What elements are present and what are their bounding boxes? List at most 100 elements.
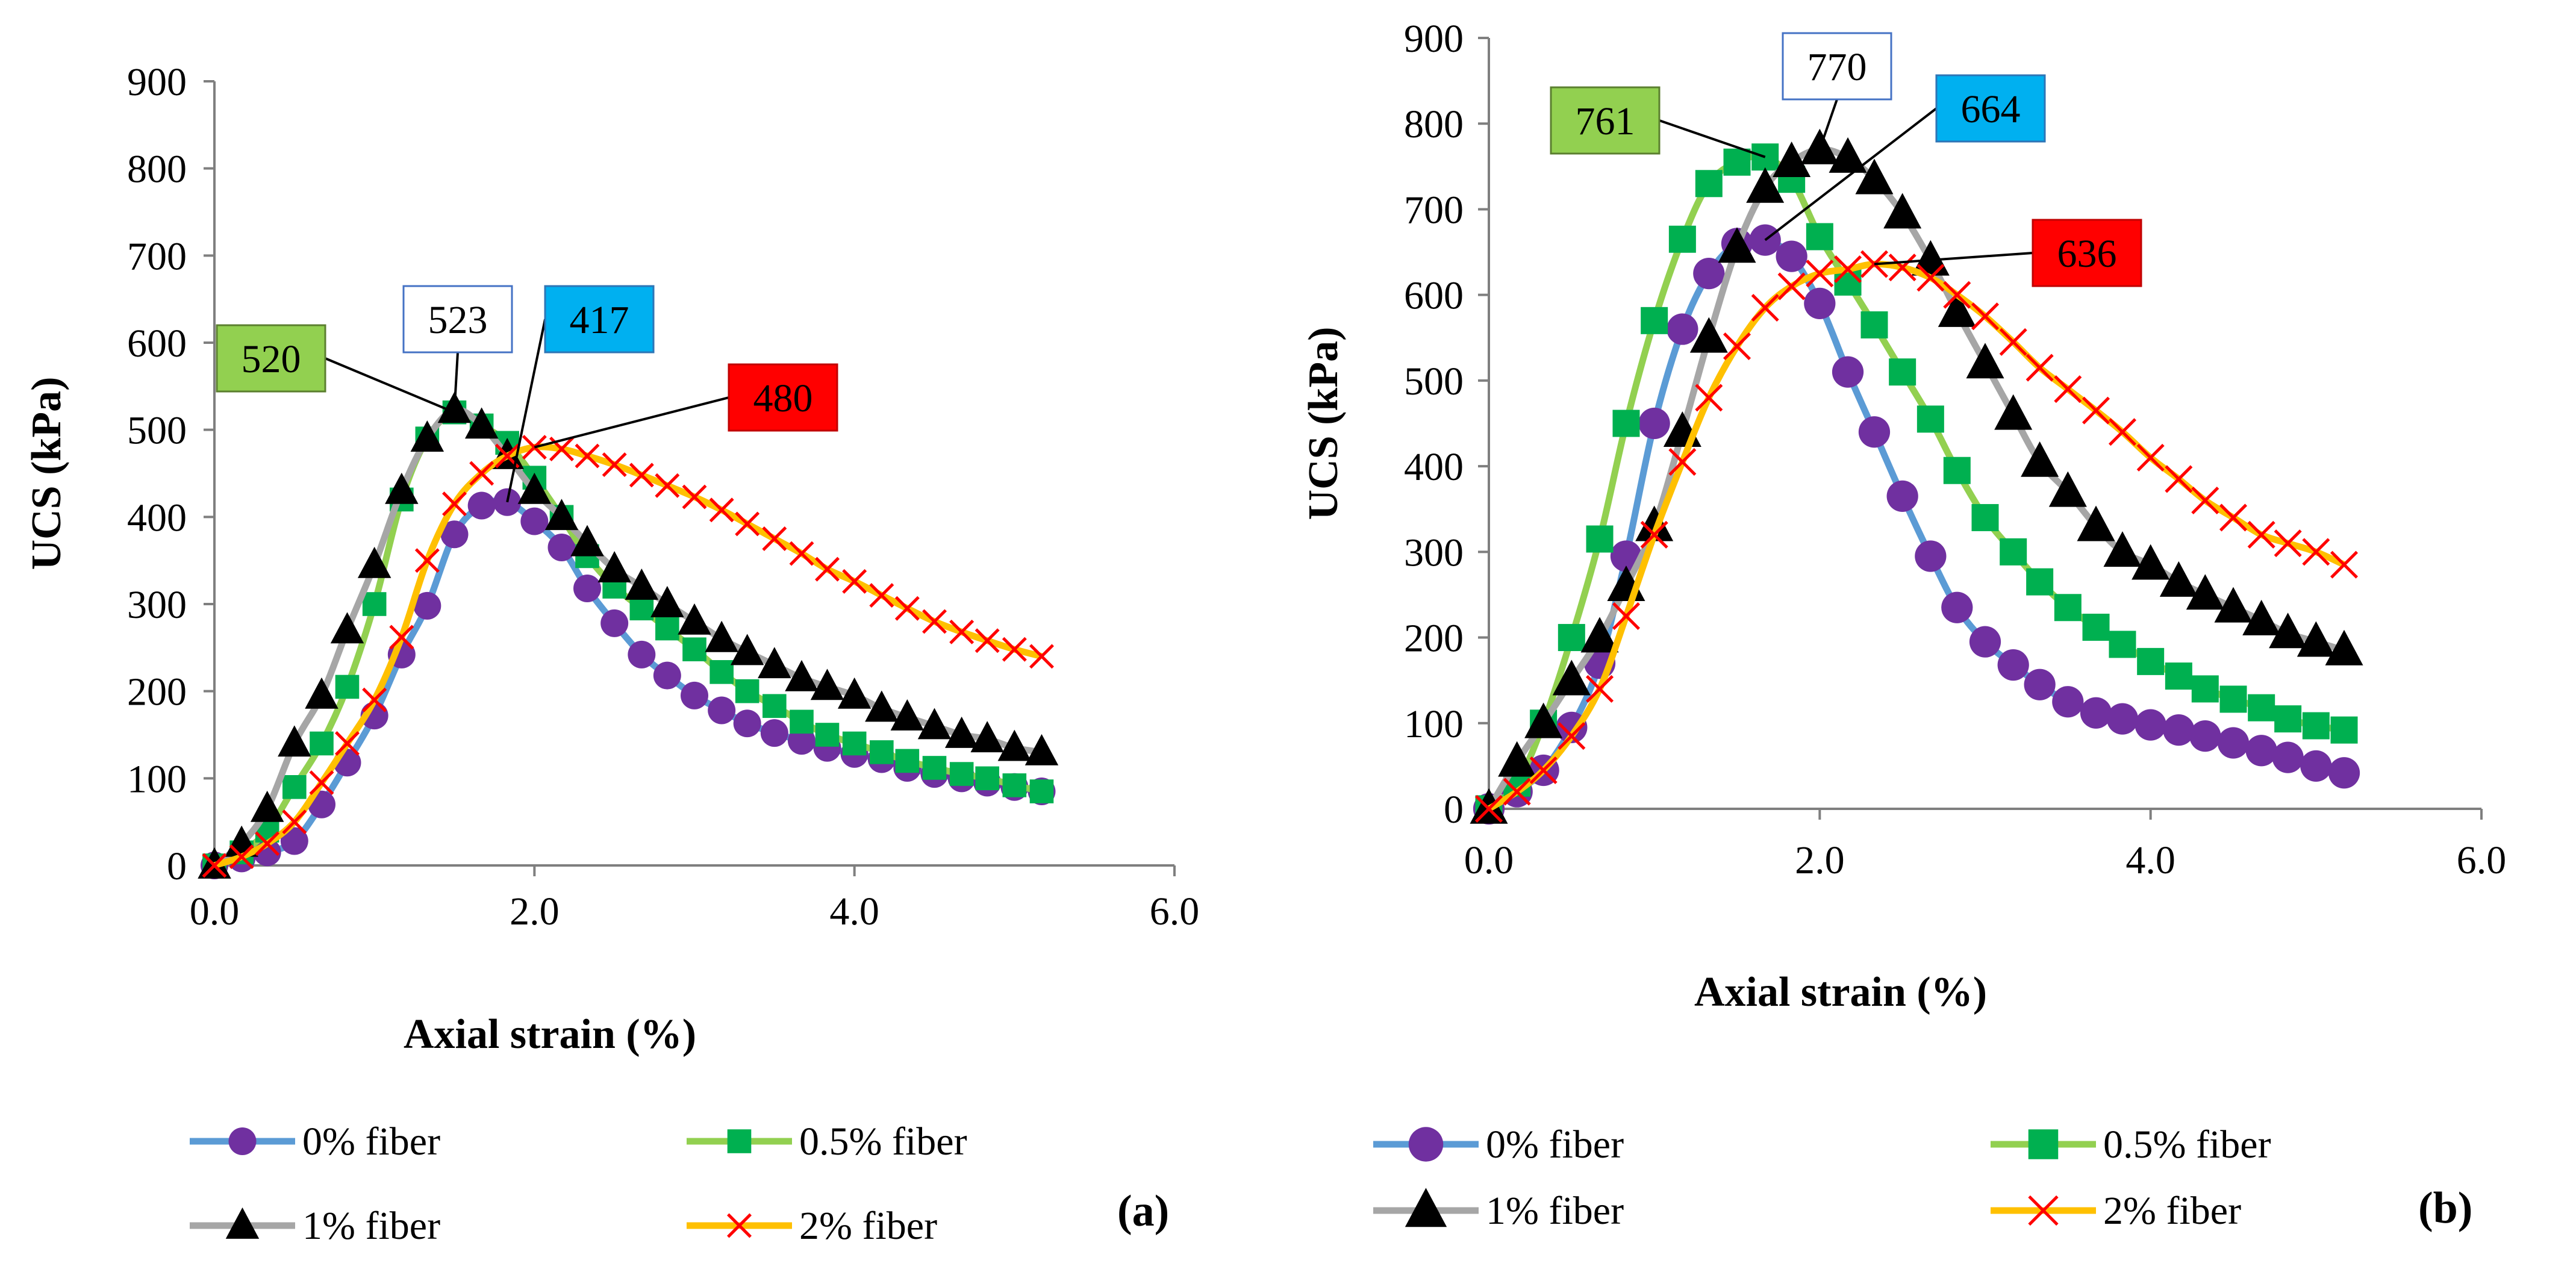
data-point: [1994, 394, 2033, 430]
data-point: [310, 731, 334, 756]
data-point: [650, 585, 684, 617]
data-point: [1586, 525, 1614, 553]
data-point: [282, 775, 307, 799]
data-point: [1966, 343, 2004, 379]
x-marker-stroke: [789, 541, 814, 566]
callout-leader: [325, 357, 455, 414]
data-point: [810, 669, 844, 700]
x-marker-stroke: [1777, 272, 1806, 301]
data-point: [250, 790, 284, 822]
x-tick-label: 0.0: [190, 890, 240, 933]
data-point: [2272, 741, 2304, 773]
legend-item: 0% fiber: [190, 1120, 440, 1164]
callout-box: [216, 324, 326, 393]
data-point: [681, 681, 708, 709]
callout-box: [728, 363, 838, 432]
legend-swatch-marker: [1405, 1188, 1447, 1227]
data-point: [1943, 457, 1971, 484]
data-point: [709, 497, 734, 523]
y-tick-label: 400: [127, 496, 187, 540]
legend-item: 0% fiber: [1373, 1123, 1624, 1167]
data-point: [2297, 621, 2335, 657]
data-point: [282, 809, 307, 835]
data-point: [1916, 405, 1944, 433]
data-point: [2325, 629, 2363, 665]
data-point: [842, 569, 867, 594]
data-point: [2159, 561, 2198, 597]
data-point: [655, 616, 679, 641]
legend-swatch-marker: [727, 1129, 752, 1153]
x-marker-stroke: [1723, 332, 1751, 361]
data-point: [682, 637, 706, 662]
legend-label: 1% fiber: [1486, 1189, 1624, 1233]
data-point: [2135, 709, 2166, 741]
x-marker-stroke: [949, 619, 975, 644]
legend-item: 2% fiber: [1991, 1189, 2241, 1233]
series-1-fiber: [1470, 128, 2363, 824]
data-point: [2021, 441, 2059, 477]
data-point: [1503, 778, 1531, 806]
panel-letter: (a): [1117, 1186, 1169, 1236]
data-point: [1612, 602, 1640, 631]
data-point: [1971, 302, 2000, 331]
legend-swatch-marker: [228, 1127, 257, 1155]
x-marker-stroke: [655, 473, 680, 498]
data-point: [1529, 756, 1558, 785]
data-point: [890, 699, 925, 731]
data-point: [1829, 137, 1867, 173]
legend-label: 2% fiber: [799, 1204, 937, 1248]
data-point: [1997, 649, 2029, 681]
x-marker-stroke: [2247, 520, 2275, 549]
legend-swatch-marker: [1408, 1127, 1444, 1162]
data-point: [1999, 328, 2027, 356]
data-point: [2248, 694, 2275, 722]
x-marker-stroke: [549, 437, 574, 461]
data-point: [2108, 418, 2136, 446]
data-point: [785, 659, 819, 691]
x-marker-stroke: [1751, 293, 1779, 322]
data-point: [2103, 531, 2142, 567]
data-point: [1888, 254, 1916, 282]
data-point: [573, 574, 601, 602]
data-point: [2274, 705, 2302, 733]
data-point: [1693, 257, 1725, 290]
series-2-fiber: [202, 435, 1054, 878]
data-point: [1860, 311, 1888, 338]
data-point: [2109, 631, 2136, 658]
x-marker-stroke: [442, 491, 467, 517]
x-marker-stroke: [1943, 281, 1971, 309]
data-point: [869, 583, 894, 608]
data-point: [733, 709, 761, 738]
legend-label: 2% fiber: [2103, 1189, 2241, 1233]
legend-swatch-marker: [2028, 1195, 2059, 1226]
data-point: [2080, 697, 2112, 729]
data-point: [1915, 540, 1947, 572]
data-point: [894, 596, 920, 621]
data-point: [1718, 227, 1756, 263]
x-tick-label: 4.0: [2125, 838, 2175, 882]
data-point: [1580, 617, 1619, 653]
data-point: [357, 546, 391, 578]
callout-523: 523: [402, 285, 513, 410]
data-point: [2219, 685, 2247, 713]
data-point: [335, 675, 360, 699]
data-point: [2052, 686, 2084, 718]
y-tick-label: 800: [127, 148, 187, 192]
callout-box: [544, 285, 655, 354]
x-marker-stroke: [1586, 675, 1614, 703]
data-point: [625, 568, 659, 600]
x-marker-stroke: [762, 526, 787, 551]
x-marker-stroke: [894, 596, 920, 621]
data-point: [2302, 712, 2330, 740]
y-tick-label: 900: [127, 60, 187, 104]
data-point: [944, 716, 979, 748]
data-point: [1751, 293, 1779, 322]
data-point: [2189, 720, 2221, 752]
data-point: [1938, 291, 1976, 327]
data-point: [1558, 722, 1586, 750]
callout-value: 523: [428, 298, 488, 342]
data-point: [922, 756, 947, 780]
y-tick-label: 600: [1404, 274, 1464, 318]
data-point: [629, 596, 654, 621]
x-marker-stroke: [2054, 375, 2082, 404]
